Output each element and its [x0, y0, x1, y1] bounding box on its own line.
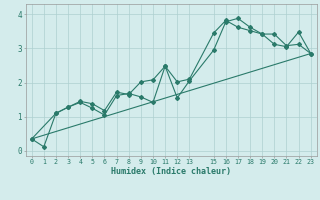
X-axis label: Humidex (Indice chaleur): Humidex (Indice chaleur): [111, 167, 231, 176]
